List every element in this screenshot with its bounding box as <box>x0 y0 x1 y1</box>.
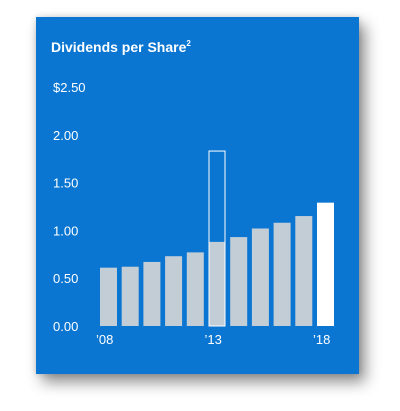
y-axis: $2.50 2.00 1.50 1.00 0.50 0.00 <box>53 80 86 334</box>
bar <box>273 222 291 326</box>
bar-highlight <box>317 202 334 326</box>
bar <box>121 266 139 326</box>
bar <box>208 241 226 326</box>
bar-outline <box>208 150 226 327</box>
bar <box>230 237 248 326</box>
y-tick-label: 0.00 <box>53 319 78 334</box>
bar <box>143 261 161 326</box>
bar <box>295 216 313 326</box>
bar <box>100 267 117 326</box>
chart-title-superscript: 2 <box>186 39 191 48</box>
x-tick-label: ’13 <box>205 332 222 347</box>
bars <box>100 150 334 327</box>
dividends-chart: Dividends per Share2 $2.50 2.00 1.50 1.00 0.… <box>51 39 334 347</box>
y-tick-label: 1.50 <box>53 176 78 191</box>
y-tick-label: 1.00 <box>53 223 78 238</box>
y-tick-label: $2.50 <box>53 80 86 95</box>
chart-title: Dividends per Share2 <box>51 39 191 55</box>
bar <box>186 252 204 326</box>
x-tick-label: ’08 <box>96 332 113 347</box>
y-tick-label: 2.00 <box>53 128 78 143</box>
x-axis: ’08 ’13 ’18 <box>96 332 330 347</box>
y-tick-label: 0.50 <box>53 271 78 286</box>
chart-card: Dividends per Share2 $2.50 2.00 1.50 1.00 0.… <box>36 17 359 374</box>
x-tick-label: ’18 <box>313 332 330 347</box>
bar <box>165 256 183 326</box>
bar <box>251 228 269 326</box>
